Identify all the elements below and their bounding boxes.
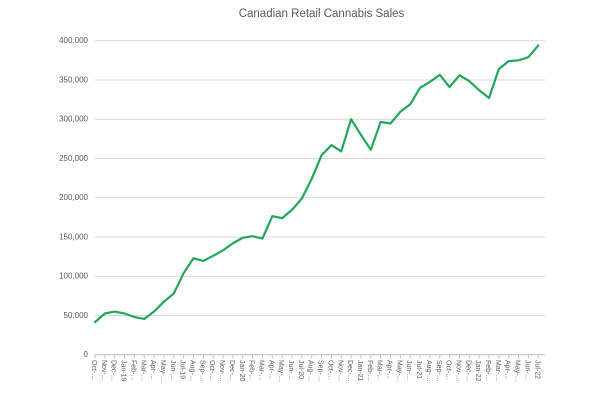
x-axis-tick-label: Nov-… <box>454 360 461 382</box>
chart-title: Canadian Retail Cannabis Sales <box>238 8 405 20</box>
y-axis-tick-label: 250,000 <box>59 154 88 163</box>
x-axis-tick-label: Mar-… <box>494 360 501 381</box>
x-axis-tick-label: Feb-… <box>484 360 491 381</box>
x-axis-tick-label: Apr-… <box>386 360 393 380</box>
x-axis-tick-label: May-… <box>277 360 284 383</box>
x-axis-tick-label: Mar-… <box>257 360 264 381</box>
x-axis-tick-label: Aug-… <box>425 360 432 382</box>
x-axis-tick-label: Dec-… <box>228 360 235 382</box>
x-axis-tick-label: Mar-… <box>139 360 146 381</box>
x-axis-tick-label: Dec-… <box>110 360 117 382</box>
x-axis-tick-label: Jun-… <box>405 360 412 381</box>
x-axis-tick-label: Nov-… <box>336 360 343 382</box>
x-axis-tick-label: May-… <box>159 360 166 383</box>
x-axis-tick-label: Aug-… <box>189 360 196 382</box>
x-axis-tick-label: Oct-… <box>326 360 333 380</box>
y-axis-tick-label: 100,000 <box>59 272 88 281</box>
x-axis-tick-label: Jan-19 <box>120 360 127 382</box>
y-axis-tick-label: 400,000 <box>59 36 88 45</box>
y-axis-tick-label: 300,000 <box>59 115 88 124</box>
x-axis-tick-label: Oct-… <box>445 360 452 380</box>
x-axis-tick-label: Nov-… <box>100 360 107 382</box>
x-axis-tick-label: Dec-… <box>346 360 353 382</box>
x-axis-tick-label: Jan-21 <box>356 360 363 382</box>
x-axis-tick-label: May-… <box>395 360 402 383</box>
x-axis-tick-label: Jan-22 <box>474 360 481 382</box>
x-axis-tick-label: Nov-… <box>218 360 225 382</box>
x-axis-tick-label: Jul-19 <box>179 360 186 379</box>
x-axis-tick-label: Feb-… <box>129 360 136 381</box>
y-axis-tick-label: 200,000 <box>59 193 88 202</box>
x-axis-tick-label: Aug-… <box>307 360 314 382</box>
sales-data-line <box>93 44 540 324</box>
x-axis-tick-label: Jan-20 <box>238 360 245 382</box>
x-axis-tick-label: Feb-… <box>248 360 255 381</box>
x-axis-tick-label: Mar-… <box>376 360 383 381</box>
x-axis-tick-label: Sep-… <box>198 360 205 382</box>
x-axis-tick-label: Apr-… <box>149 360 156 380</box>
y-axis-tick-label: 50,000 <box>64 311 89 320</box>
x-axis-tick-label: Jun-… <box>523 360 530 381</box>
x-axis-tick-label: Apr-… <box>267 360 274 380</box>
x-axis-tick-label: Feb-… <box>366 360 373 381</box>
x-axis-tick-label: May-… <box>514 360 521 383</box>
y-axis-tick-label: 150,000 <box>59 232 88 241</box>
x-axis-tick-label: Dec-… <box>464 360 471 382</box>
y-axis-tick-label: 350,000 <box>59 75 88 84</box>
x-axis-tick-label: Apr-… <box>504 360 511 380</box>
y-axis-tick-label: 0 <box>84 350 89 359</box>
x-axis-tick-label: Jul-22 <box>533 360 540 379</box>
x-axis-tick-label: Jul-20 <box>297 360 304 379</box>
x-axis-tick-label: Jul-21 <box>415 360 422 379</box>
x-axis-tick-label: Oct-… <box>208 360 215 380</box>
x-axis-tick-label: Sep-… <box>317 360 324 382</box>
x-axis-tick-label: Oct-… <box>90 360 97 380</box>
x-axis-tick-label: Jun-… <box>287 360 294 381</box>
x-axis-tick-label: Jun-… <box>169 360 176 381</box>
x-axis-tick-label: Sep-… <box>435 360 442 382</box>
